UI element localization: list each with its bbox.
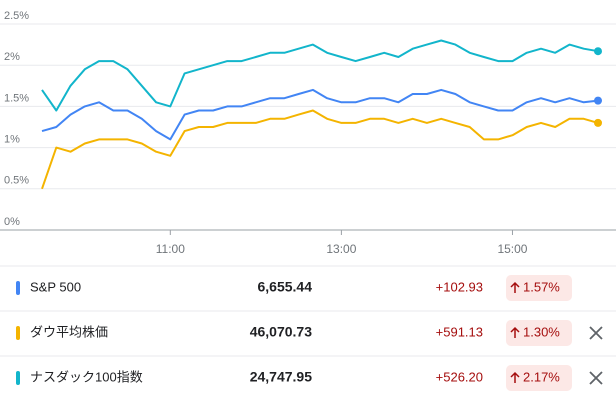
remove-button[interactable] — [589, 326, 603, 340]
legend-swatch — [16, 281, 20, 295]
change: +591.13 — [436, 324, 483, 339]
x-tick-label: 15:00 — [497, 242, 527, 256]
series-line — [41, 109, 599, 190]
y-tick-label: 2% — [4, 51, 20, 63]
name: ダウ平均株価 — [30, 324, 108, 339]
pct-badge — [506, 320, 572, 346]
end-dot — [594, 47, 602, 56]
y-tick-label: 1.5% — [4, 92, 29, 104]
series-line — [41, 39, 599, 112]
change: +526.20 — [436, 369, 483, 384]
price: 24,747.95 — [250, 369, 312, 385]
end-dot — [594, 118, 602, 127]
y-tick-label: 0.5% — [4, 175, 29, 187]
arrow-up — [510, 371, 520, 383]
legend-swatch — [16, 371, 20, 385]
pct-badge — [506, 365, 572, 391]
pct: 2.17% — [523, 369, 560, 384]
y-tick-label: 0% — [4, 216, 20, 228]
arrow-up — [510, 281, 520, 293]
change: +102.93 — [436, 279, 483, 294]
name: ナスダック100指数 — [30, 369, 143, 384]
end-dot — [594, 96, 602, 105]
series-line — [41, 88, 599, 141]
x-tick-label: 11:00 — [156, 242, 185, 256]
arrow-up — [510, 326, 520, 338]
price: 6,655.44 — [258, 279, 313, 295]
pct: 1.57% — [523, 279, 560, 294]
legend-swatch — [16, 326, 20, 340]
name: S&P 500 — [30, 279, 81, 294]
y-tick-label: 1% — [4, 134, 20, 146]
pct-badge — [506, 275, 572, 301]
remove-button[interactable] — [589, 371, 603, 385]
y-tick-label: 2.5% — [4, 10, 29, 22]
pct: 1.30% — [523, 324, 560, 339]
price: 46,070.73 — [250, 324, 312, 340]
x-tick-label: 13:00 — [326, 242, 356, 256]
